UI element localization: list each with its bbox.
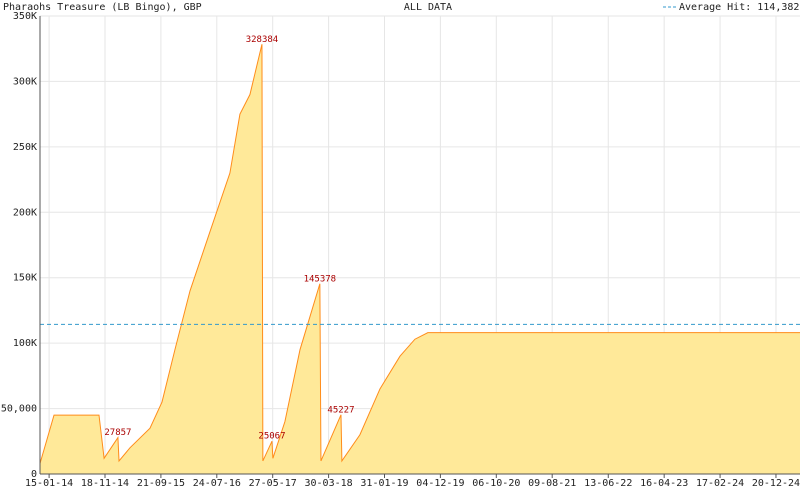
x-tick-label: 06-10-20 (472, 478, 520, 489)
y-tick-label: 50,000 (1, 404, 37, 415)
x-tick-label: 18-11-14 (81, 478, 129, 489)
x-tick-label: 31-01-19 (360, 478, 408, 489)
x-tick-label: 15-01-14 (25, 478, 73, 489)
x-tick-label: 20-12-24 (752, 478, 800, 489)
data-label: 328384 (246, 35, 279, 45)
legend-label: Average Hit: 114,382 (679, 2, 799, 13)
area-line (39, 44, 800, 464)
y-tick-label: 150K (13, 273, 37, 284)
y-tick-label: 250K (13, 142, 37, 153)
y-tick-label: 100K (13, 338, 37, 349)
x-tick-label: 17-02-24 (696, 478, 744, 489)
data-label: 45227 (327, 405, 354, 415)
x-tick-label: 04-12-19 (416, 478, 464, 489)
y-tick-label: 0 (31, 469, 37, 480)
data-label: 145378 (304, 274, 337, 284)
x-tick-label: 21-09-15 (137, 478, 185, 489)
x-tick-label: 24-07-16 (193, 478, 241, 489)
x-tick-label: 09-08-21 (528, 478, 576, 489)
data-label: 25067 (258, 432, 285, 442)
data-label: 27857 (104, 428, 131, 438)
x-tick-label: 16-04-23 (640, 478, 688, 489)
y-tick-label: 350K (13, 11, 37, 22)
x-tick-label: 27-05-17 (249, 478, 297, 489)
x-tick-label: 30-03-18 (305, 478, 353, 489)
y-tick-label: 200K (13, 207, 37, 218)
chart-title: Pharaohs Treasure (LB Bingo), GBP (3, 2, 202, 13)
area-fill (40, 44, 800, 475)
x-tick-label: 13-06-22 (584, 478, 632, 489)
chart-subtitle: ALL DATA (404, 2, 452, 13)
y-tick-label: 300K (13, 76, 37, 87)
